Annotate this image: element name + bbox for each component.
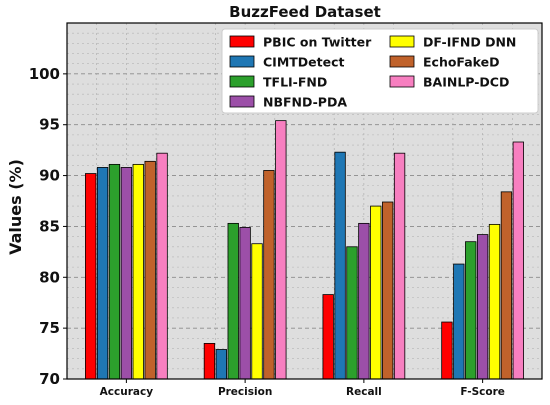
legend-label: CIMTDetect: [263, 55, 345, 70]
chart-title: BuzzFeed Dataset: [229, 3, 381, 21]
bar-cimtdetect-f-score: [453, 263, 465, 380]
bar-tfli-fnd-f-score: [465, 241, 477, 380]
bar-pbic-on-twitter-precision: [203, 342, 216, 380]
bar-echofaked-recall: [382, 201, 394, 380]
bar-df-ifnd-dnn-precision: [251, 243, 263, 380]
y-tick-label: 80: [39, 268, 60, 286]
y-axis-label: Values (%): [6, 159, 25, 255]
legend-swatch: [229, 95, 255, 108]
bar-bainlp-dcd-f-score: [512, 141, 524, 380]
y-tick-label: 85: [39, 217, 60, 235]
bar-nbfnd-pda-f-score: [476, 234, 489, 380]
bar-nbfnd-pda-precision: [239, 227, 251, 380]
x-tick-label: F-Score: [460, 386, 505, 398]
legend: PBIC on Twitter CIMTDetect TFLI-FND NBFND-P…: [221, 28, 539, 114]
x-axis-ticks: Accuracy Precision Recall F-Score: [100, 379, 505, 398]
bar-tfli-fnd-recall: [346, 246, 358, 380]
legend-label: PBIC on Twitter: [263, 35, 372, 50]
bar-echofaked-f-score: [500, 191, 513, 380]
bar-cimtdetect-recall: [334, 151, 346, 380]
bar-pbic-on-twitter-recall: [322, 294, 334, 380]
legend-label: NBFND-PDA: [263, 95, 347, 110]
legend-swatch: [389, 55, 415, 68]
x-tick-label: Accuracy: [100, 386, 154, 398]
bar-echofaked-precision: [263, 170, 275, 380]
bar-nbfnd-pda-recall: [358, 222, 370, 380]
x-tick-label: Precision: [218, 386, 272, 398]
legend-box: [221, 28, 539, 114]
bar-tfli-fnd-accuracy: [108, 163, 121, 380]
bar-nbfnd-pda-accuracy: [120, 167, 133, 380]
bar-echofaked-accuracy: [144, 160, 156, 380]
x-tick-label: Recall: [346, 386, 382, 398]
bar-tfli-fnd-precision: [227, 222, 239, 380]
bar-bainlp-dcd-recall: [393, 152, 406, 380]
y-tick-label: 100: [29, 65, 60, 83]
bar-df-ifnd-dnn-accuracy: [132, 163, 144, 380]
legend-label: DF-IFND DNN: [423, 35, 516, 50]
y-tick-label: 90: [39, 167, 60, 185]
plot-frame: [66, 22, 543, 380]
legend-swatch: [389, 35, 415, 48]
bar-pbic-on-twitter-f-score: [441, 321, 453, 380]
bar-bainlp-dcd-precision: [275, 120, 287, 380]
legend-label: BAINLP-DCD: [423, 75, 509, 90]
legend-swatch: [229, 75, 255, 88]
bar-df-ifnd-dnn-f-score: [488, 223, 501, 380]
y-tick-label: 70: [39, 370, 60, 388]
y-axis-ticks: 70 75 80 85 90 95 100: [29, 65, 67, 388]
legend-label: TFLI-FND: [263, 75, 327, 90]
legend-swatch: [389, 75, 415, 88]
bar-df-ifnd-dnn-recall: [370, 205, 382, 380]
bar-bainlp-dcd-accuracy: [156, 152, 168, 380]
legend-label: EchoFakeD: [423, 55, 500, 70]
bar-pbic-on-twitter-accuracy: [85, 173, 97, 380]
bar-cimtdetect-precision: [215, 349, 227, 380]
bars: [85, 120, 524, 380]
y-tick-label: 75: [39, 319, 60, 337]
legend-swatch: [229, 55, 255, 68]
legend-swatch: [229, 35, 255, 48]
y-tick-label: 95: [39, 116, 60, 134]
bar-cimtdetect-accuracy: [96, 167, 109, 380]
